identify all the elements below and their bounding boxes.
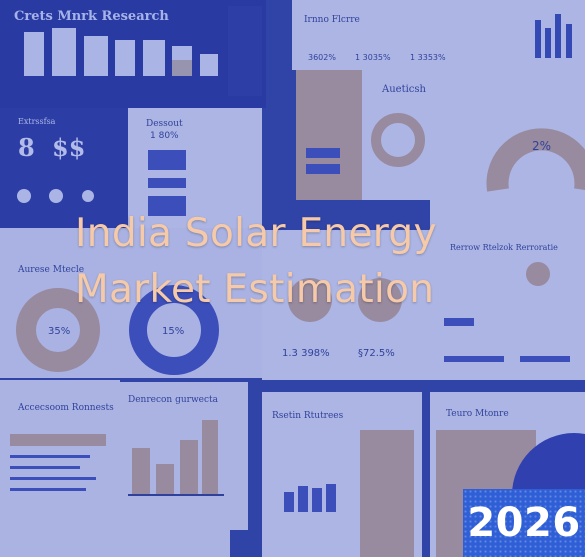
panel1-title: Crets Mnrk Research — [14, 9, 169, 24]
panel3-figure-2: $$ — [52, 133, 85, 162]
collage-panel-donuts: Aurese Mtecle 35% 15% — [0, 228, 262, 378]
panel6-donut2-value: 15% — [162, 326, 184, 337]
panel4-value: 1 80% — [150, 131, 179, 141]
panel12-title: Teuro Mtonre — [446, 409, 509, 419]
panel2-title: Irnno Flcrre — [304, 15, 360, 25]
panel2-stat-3: 1 3353% — [410, 53, 446, 62]
collage-panel-bar-chart: Crets Mnrk Research — [0, 0, 266, 108]
panel11-title: Rsetin Rtutrees — [272, 411, 344, 421]
panel3-figure-1: 8 — [18, 133, 35, 162]
panel5-title: Aueticsh — [381, 84, 427, 95]
collage-panel-bottom-middle: Rsetin Rtutrees — [262, 392, 422, 557]
year-label: 2026 — [467, 500, 581, 546]
panel7-stat-2: §72.5% — [358, 348, 395, 359]
collage-panel-gauge: Aueticsh 2% — [296, 70, 585, 200]
panel6-title: Aurese Mtecle — [17, 265, 84, 275]
collage-panel-stats: Irnno Flcrre 3602% 1 3035% 1 3353% — [292, 0, 585, 70]
collage-panel-right-table: Rerrow Rtelzok Rerroratie — [430, 200, 585, 380]
panel6-donut1-value: 35% — [48, 326, 70, 337]
collage-panel-discount: Dessout 1 80% — [128, 108, 262, 230]
collage-panel-bottom-bars: Denrecon gurwecta — [120, 382, 248, 530]
panel4-title: Dessout — [146, 119, 183, 129]
panel3-title: Extrssfsa — [18, 117, 56, 126]
cover-title-line-1: India Solar Energy — [75, 211, 437, 256]
panel2-stat-1: 3602% — [308, 53, 336, 62]
panel9-title: Accecsoom Ronnests — [17, 403, 114, 413]
year-badge: 2026 — [463, 489, 585, 557]
collage-panel-currency: Extrssfsa 8 $$ — [0, 108, 128, 228]
panel2-stat-2: 1 3035% — [355, 53, 391, 62]
panel7-stat-1: 1.3 398% — [282, 348, 330, 359]
panel10-title: Denrecon gurwecta — [128, 395, 219, 405]
panel8-title: Rerrow Rtelzok Rerroratie — [450, 243, 558, 252]
cover-title-line-2: Market Estimation — [75, 267, 435, 312]
collage-panel-center-stats: 1.3 398% §72.5% — [262, 230, 430, 380]
collage-panel-list: Accecsoom Ronnests — [0, 380, 230, 557]
cover-title: India Solar Energy Market Estimation — [75, 206, 545, 318]
panel5-gauge-value: 2% — [532, 139, 551, 153]
